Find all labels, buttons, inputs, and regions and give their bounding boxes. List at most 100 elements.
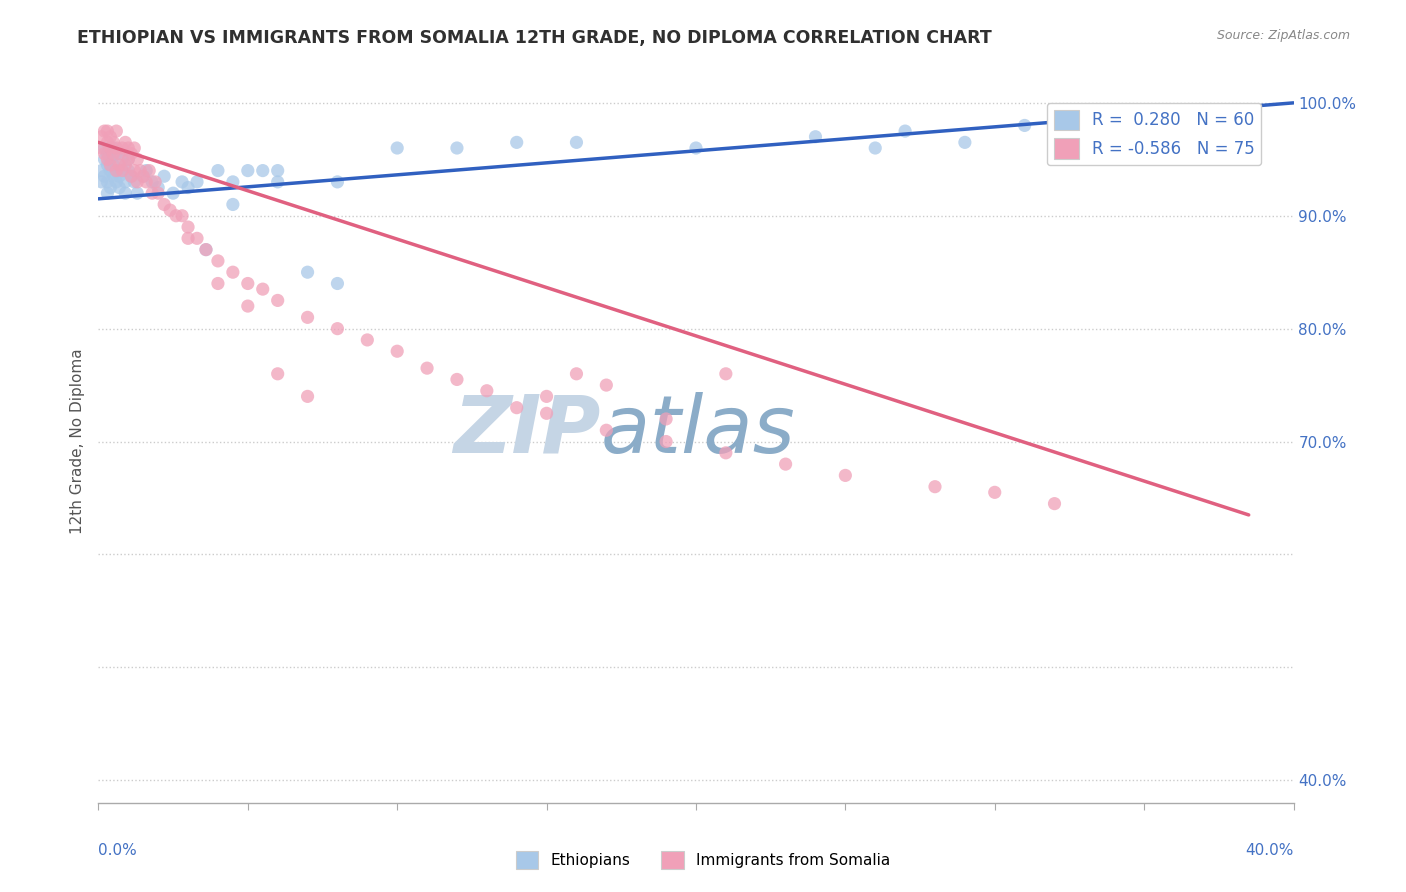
Point [93, 124, 115, 138]
Point [96, 158, 118, 172]
Point [103, 136, 125, 150]
Point [565, 367, 588, 381]
Point [1104, 112, 1126, 127]
Point [267, 293, 290, 308]
Point [103, 141, 125, 155]
Point [114, 136, 136, 150]
Point [108, 158, 131, 172]
Point [177, 180, 200, 194]
Point [165, 209, 187, 223]
Point [172, 209, 194, 223]
Point [132, 169, 155, 184]
Text: 0.0%: 0.0% [98, 843, 138, 857]
Point [297, 389, 319, 403]
Point [98, 180, 122, 194]
Point [105, 124, 128, 138]
Point [953, 136, 976, 150]
Point [385, 141, 409, 155]
Point [105, 163, 128, 178]
Point [207, 163, 229, 178]
Point [207, 253, 229, 268]
Point [506, 136, 529, 150]
Point [326, 277, 349, 291]
Point [326, 175, 349, 189]
Point [98, 158, 122, 172]
Point [297, 310, 319, 325]
Point [138, 163, 160, 178]
Point [135, 163, 157, 178]
Point [222, 265, 245, 279]
Point [685, 141, 707, 155]
Point [655, 412, 678, 426]
Point [153, 197, 176, 211]
Point [117, 153, 139, 167]
Point [834, 468, 856, 483]
Point [506, 401, 529, 415]
Point [98, 141, 122, 155]
Y-axis label: 12th Grade, No Diploma: 12th Grade, No Diploma [69, 349, 84, 534]
Point [565, 136, 588, 150]
Point [132, 169, 155, 184]
Point [267, 367, 290, 381]
Point [804, 129, 827, 144]
Point [236, 299, 259, 313]
Point [159, 203, 181, 218]
Point [117, 141, 139, 155]
Point [385, 344, 409, 359]
Point [98, 129, 122, 144]
Point [222, 197, 245, 211]
Point [153, 169, 176, 184]
Point [127, 175, 149, 189]
Legend: Ethiopians, Immigrants from Somalia: Ethiopians, Immigrants from Somalia [509, 845, 897, 875]
Point [127, 186, 149, 201]
Point [108, 169, 131, 184]
Point [177, 231, 200, 245]
Point [111, 141, 134, 155]
Point [103, 169, 125, 184]
Point [90, 163, 112, 178]
Point [714, 367, 737, 381]
Point [90, 175, 112, 189]
Point [127, 153, 149, 167]
Point [105, 163, 128, 178]
Point [96, 124, 118, 138]
Point [195, 243, 218, 257]
Point [111, 163, 134, 178]
Point [108, 146, 131, 161]
Point [120, 146, 142, 161]
Point [416, 361, 439, 376]
Point [252, 163, 274, 178]
Point [111, 153, 134, 167]
Point [446, 141, 468, 155]
Point [1043, 497, 1066, 511]
Point [114, 186, 136, 201]
Point [96, 146, 118, 161]
Text: atlas: atlas [600, 392, 796, 470]
Point [475, 384, 498, 398]
Point [236, 163, 259, 178]
Point [124, 141, 146, 155]
Point [195, 243, 218, 257]
Point [536, 406, 558, 420]
Point [326, 321, 349, 335]
Point [1014, 119, 1036, 133]
Point [162, 186, 184, 201]
Point [124, 175, 146, 189]
Point [114, 175, 136, 189]
Point [96, 136, 118, 150]
Point [222, 175, 245, 189]
Point [96, 186, 118, 201]
Point [141, 186, 163, 201]
Point [90, 129, 112, 144]
Point [207, 277, 229, 291]
Point [595, 423, 617, 437]
Point [865, 141, 887, 155]
Point [114, 158, 136, 172]
Point [90, 141, 112, 155]
Point [172, 175, 194, 189]
Point [143, 175, 166, 189]
Point [186, 175, 208, 189]
Point [356, 333, 378, 347]
Point [98, 163, 122, 178]
Point [984, 485, 1007, 500]
